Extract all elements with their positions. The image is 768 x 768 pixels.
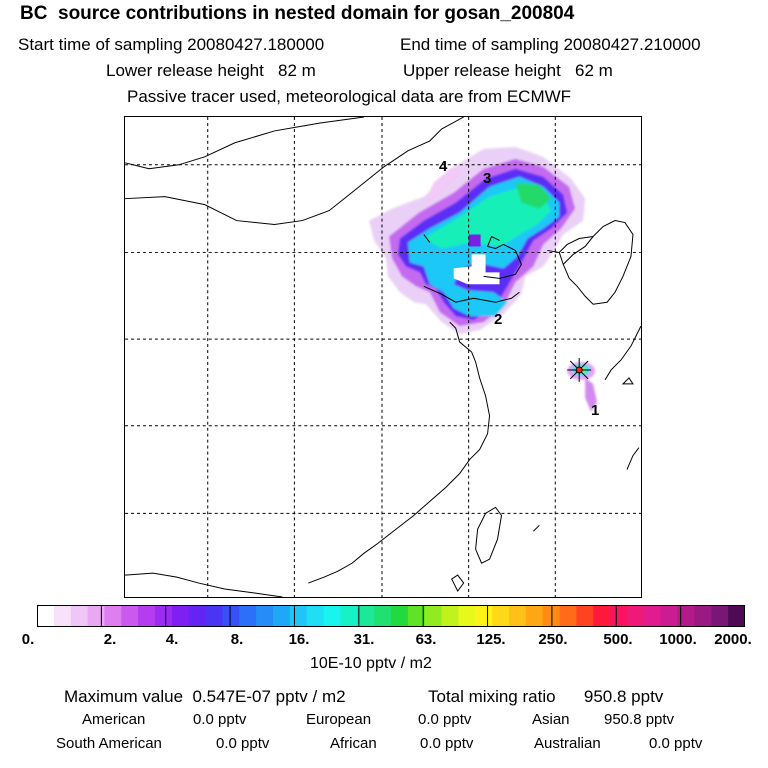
colorbar [37, 605, 745, 627]
colorbar-segment [424, 605, 443, 627]
region-value-australian: 0.0 pptv [649, 735, 703, 752]
tracer-note: Passive tracer used, meteorological data… [127, 87, 572, 106]
colorbar-segment [104, 605, 122, 627]
colorbar-segment [239, 605, 257, 627]
plume-field [369, 146, 598, 412]
colorbar-segment [677, 605, 695, 627]
colorbar-segment [87, 605, 105, 627]
colorbar-segment [53, 605, 72, 627]
colorbar-tick-label: 1000. [659, 631, 697, 648]
source-contribution-map [124, 116, 642, 598]
colorbar-tick-label: 63. [415, 631, 437, 648]
cluster-marker-4: 4 [439, 158, 448, 175]
colorbar-segment [37, 605, 55, 627]
colorbar-segment [138, 605, 156, 627]
lower-release-height: Lower release height 82 m [106, 61, 316, 80]
region-label-australian: Australian [534, 735, 601, 752]
colorbar-segment [70, 605, 89, 627]
colorbar-segment [188, 605, 207, 627]
cluster-marker-3: 3 [483, 170, 492, 187]
colorbar-tick-label: 2. [103, 631, 117, 648]
region-value-american: 0.0 pptv [193, 711, 247, 728]
start-time: Start time of sampling 20080427.180000 [18, 35, 325, 54]
region-value-african: 0.0 pptv [420, 735, 474, 752]
colorbar-segment [205, 605, 223, 627]
colorbar-segment [475, 605, 493, 627]
upper-release-height: Upper release height 62 m [403, 61, 613, 80]
colorbar-tick-label: 4. [165, 631, 179, 648]
colorbar-segment [610, 605, 628, 627]
colorbar-segment [273, 605, 291, 627]
region-label-african: African [330, 735, 377, 752]
colorbar-segment [441, 605, 459, 627]
colorbar-segment [728, 605, 745, 627]
colorbar-tick-label: 250. [538, 631, 568, 648]
colorbar-tick-label: 0. [21, 631, 35, 648]
region-label-american: American [82, 711, 146, 728]
maximum-value: Maximum value 0.547E-07 pptv / m2 [64, 687, 346, 706]
colorbar-border [37, 605, 745, 627]
colorbar-segment [357, 605, 375, 627]
colorbar-segment [559, 605, 577, 627]
colorbar-tick-label: 16. [288, 631, 310, 648]
region-label-asian: Asian [532, 711, 570, 728]
colorbar-segment [458, 605, 476, 627]
colorbar-segment [391, 605, 409, 627]
total-mixing-ratio: Total mixing ratio 950.8 pptv [428, 687, 664, 706]
coastlines [125, 117, 641, 597]
region-value-south-american: 0.0 pptv [216, 735, 270, 752]
colorbar-segment [542, 605, 561, 627]
colorbar-segment [306, 605, 325, 627]
colorbar-segment [643, 605, 662, 627]
colorbar-segment [525, 605, 544, 627]
colorbar-segment [492, 605, 510, 627]
colorbar-segment [576, 605, 594, 627]
cluster-marker-1: 1 [591, 402, 600, 419]
colorbar-unit: 10E-10 pptv / m2 [310, 655, 432, 672]
end-time: End time of sampling 20080427.210000 [400, 35, 701, 54]
region-value-european: 0.0 pptv [418, 711, 472, 728]
graticule [125, 117, 641, 597]
colorbar-segment [171, 605, 190, 627]
colorbar-tick-label: 2000. [714, 631, 752, 648]
colorbar-segment [256, 605, 274, 627]
colorbar-segment [593, 605, 611, 627]
star-icon [567, 357, 592, 382]
colorbar-segment [340, 605, 358, 627]
map-title: BC source contributions in nested domain… [20, 3, 575, 24]
colorbar-tick-label: 8. [230, 631, 244, 648]
colorbar-segment [323, 605, 341, 627]
cluster-marker-2: 2 [494, 311, 503, 328]
colorbar-segment [509, 605, 527, 627]
colorbar-segment [222, 605, 240, 627]
colorbar-segment [711, 605, 729, 627]
colorbar-segment [374, 605, 392, 627]
region-value-asian: 950.8 pptv [604, 711, 675, 728]
colorbar-segment [660, 605, 679, 627]
region-label-south-american: South American [56, 735, 162, 752]
colorbar-segment [121, 605, 139, 627]
colorbar-segment [155, 605, 173, 627]
colorbar-tick-label: 31. [353, 631, 375, 648]
colorbar-tick-label: 500. [603, 631, 633, 648]
colorbar-segment [694, 605, 712, 627]
colorbar-segment [627, 605, 645, 627]
region-label-european: European [306, 711, 372, 728]
colorbar-segment [407, 605, 426, 627]
colorbar-tick-label: 125. [476, 631, 506, 648]
colorbar-segment [289, 605, 308, 627]
